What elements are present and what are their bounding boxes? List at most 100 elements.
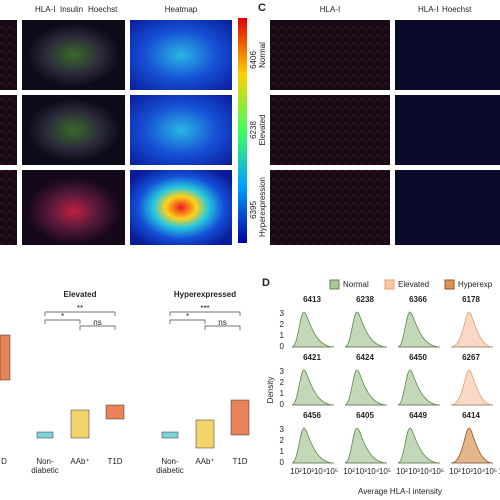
sample-id: 6449 <box>409 411 427 420</box>
box <box>0 334 11 381</box>
sample-id: 6366 <box>409 295 427 304</box>
significance-bracket <box>204 325 241 330</box>
x-tick-label: 10⁵ <box>432 467 444 476</box>
density-curve <box>397 427 441 464</box>
sample-id: 6413 <box>303 295 321 304</box>
group-title: Elevated <box>64 290 97 299</box>
colorbar-label: 6238 <box>249 121 258 139</box>
x-tick-label: 10⁵ <box>485 467 497 476</box>
header-hoechst: Hoechst <box>88 5 118 14</box>
x-tick-label: 10² <box>396 467 408 476</box>
y-tick-label: 1 <box>280 447 285 456</box>
sample-id: 6414 <box>462 411 480 420</box>
header-hla: HLA-I <box>35 5 55 14</box>
significance: ns <box>218 318 226 327</box>
significance-bracket <box>79 325 116 330</box>
header-hla: HLA-I <box>320 5 340 14</box>
row-label: Hyperexpression <box>258 177 267 237</box>
x-tick-label: 10³ <box>408 467 420 476</box>
y-tick-label: 3 <box>280 367 285 376</box>
y-tick-label: 2 <box>280 378 285 387</box>
x-tick-label: T1D <box>232 457 247 466</box>
density-curve <box>291 369 335 406</box>
box <box>105 404 125 420</box>
significance: ns <box>93 318 101 327</box>
density-curve <box>291 311 335 348</box>
box <box>195 419 215 449</box>
sample-id: 6267 <box>462 353 480 362</box>
density-curve <box>397 369 441 406</box>
x-tick-label: AAb⁺ <box>195 457 214 466</box>
panel-label: C <box>258 2 266 14</box>
x-tick-label: 10⁴ <box>420 467 433 476</box>
x-tick-label: AAb⁺ <box>70 457 89 466</box>
row-label: Normal <box>258 42 267 68</box>
significance-bracket <box>44 311 116 316</box>
legend-label: Elevated <box>398 280 429 289</box>
sample-id: 6450 <box>409 353 427 362</box>
significance-bracket <box>44 319 81 324</box>
legend-swatch <box>384 279 395 290</box>
x-tick-label: 10² <box>498 467 500 476</box>
x-tick-label: 10⁴ <box>473 467 486 476</box>
significance: * <box>186 312 189 321</box>
density-curve <box>450 311 494 348</box>
x-tick-label: T1D <box>107 457 122 466</box>
sample-id: 6405 <box>356 411 374 420</box>
x-tick-label: Non-diabetic <box>156 457 184 475</box>
sample-id: 6238 <box>356 295 374 304</box>
sample-id: 6456 <box>303 411 321 420</box>
box <box>36 431 54 439</box>
significance-bracket <box>169 319 206 324</box>
x-tick-label: 10⁵ <box>379 467 391 476</box>
x-tick-label: Non-diabetic <box>31 457 59 475</box>
colorbar-label: 6406 <box>249 51 258 69</box>
x-tick-label: 10² <box>449 467 461 476</box>
legend-swatch <box>329 279 340 290</box>
x-tick-label: 10³ <box>355 467 367 476</box>
box <box>70 409 90 439</box>
x-tick-label: 10⁵ <box>326 467 338 476</box>
x-tick-label: 10² <box>343 467 355 476</box>
y-tick-label: 2 <box>280 436 285 445</box>
y-tick-label: 1 <box>280 331 285 340</box>
x-tick-label: 10⁴ <box>367 467 380 476</box>
colorbar-label: 6395 <box>249 201 258 219</box>
y-tick-label: 2 <box>280 320 285 329</box>
significance: * <box>61 312 64 321</box>
y-tick-label: 3 <box>280 425 285 434</box>
y-tick-label: 3 <box>280 309 285 318</box>
header-hla: HLA-I <box>418 5 438 14</box>
legend-swatch <box>444 279 455 290</box>
density-curve <box>397 311 441 348</box>
micrographs <box>0 18 500 245</box>
x-tick-label: 10⁴ <box>314 467 327 476</box>
y-tick-label: 1 <box>280 389 285 398</box>
density-curve <box>450 369 494 406</box>
x-label: Average HLA-I intensity <box>358 487 442 496</box>
header-insulin: Insulin <box>60 5 83 14</box>
x-tick-label: 10³ <box>302 467 314 476</box>
sample-id: 6424 <box>356 353 374 362</box>
legend-label: Normal <box>343 280 369 289</box>
legend-label: Hyperexp <box>458 280 493 289</box>
density-curve <box>450 427 494 464</box>
box <box>230 399 250 436</box>
sample-id: 6178 <box>462 295 480 304</box>
density-curve <box>291 427 335 464</box>
group-title: Hyperexpressed <box>174 290 236 299</box>
y-label: Density <box>266 377 275 404</box>
significance: ** <box>77 304 83 313</box>
header-heatmap: Heatmap <box>165 5 198 14</box>
panel-label: D <box>262 277 270 289</box>
partial-label: D <box>1 457 7 466</box>
y-tick-label: 0 <box>280 458 285 467</box>
x-tick-label: 10² <box>290 467 302 476</box>
header-hoechst: Hoechst <box>442 5 472 14</box>
density-curve <box>344 369 388 406</box>
density-curve <box>344 427 388 464</box>
sample-id: 6421 <box>303 353 321 362</box>
box <box>161 431 179 439</box>
row-label: Elevated <box>258 114 267 145</box>
